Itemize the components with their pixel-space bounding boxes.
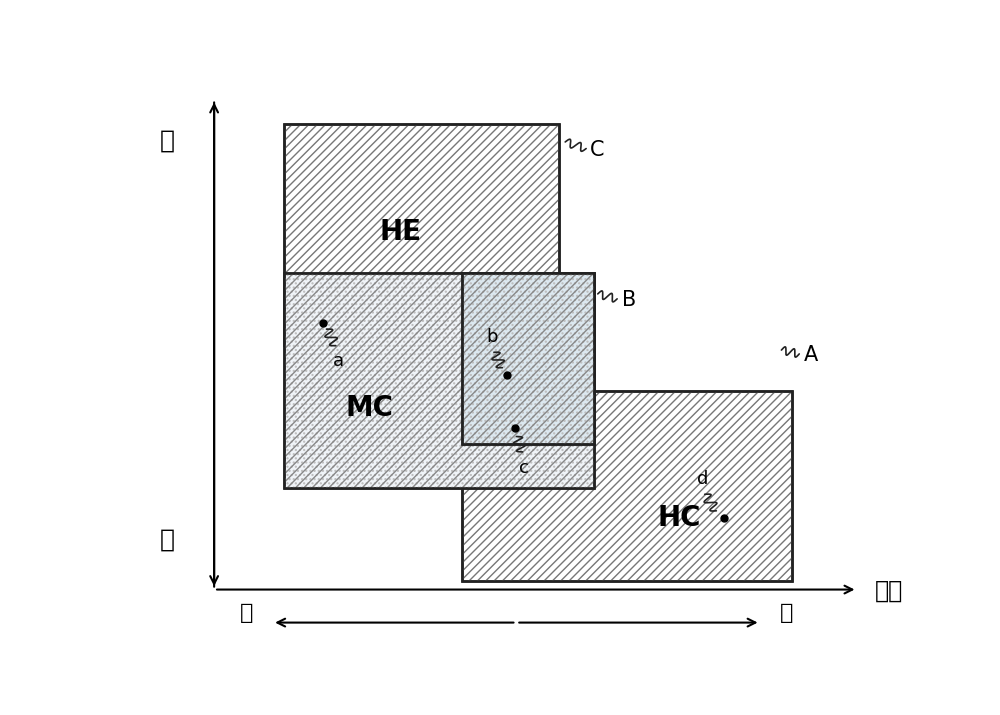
Text: 高: 高 — [160, 129, 175, 153]
Text: a: a — [333, 352, 344, 370]
Bar — [284, 273, 594, 488]
Text: HE: HE — [379, 217, 421, 246]
Bar — [284, 124, 559, 345]
Bar — [284, 273, 594, 488]
Text: A: A — [804, 345, 818, 365]
Text: d: d — [697, 470, 708, 488]
Text: 低: 低 — [240, 603, 253, 623]
Text: 剤量: 剤量 — [875, 578, 903, 603]
Text: 低: 低 — [160, 528, 175, 552]
Bar — [462, 273, 594, 443]
Bar — [462, 391, 792, 581]
Bar — [462, 391, 792, 581]
Bar — [462, 391, 792, 581]
Bar — [462, 273, 594, 443]
Bar — [462, 273, 594, 443]
Text: C: C — [590, 139, 604, 159]
Bar — [284, 124, 559, 345]
Text: B: B — [622, 290, 636, 310]
Bar — [284, 273, 594, 488]
Text: MC: MC — [345, 394, 393, 422]
Bar — [284, 273, 594, 488]
Text: b: b — [487, 328, 498, 346]
Text: c: c — [519, 458, 529, 476]
Text: 高: 高 — [780, 603, 793, 623]
Text: HC: HC — [657, 504, 701, 532]
Bar — [462, 273, 594, 443]
Bar — [284, 124, 559, 345]
